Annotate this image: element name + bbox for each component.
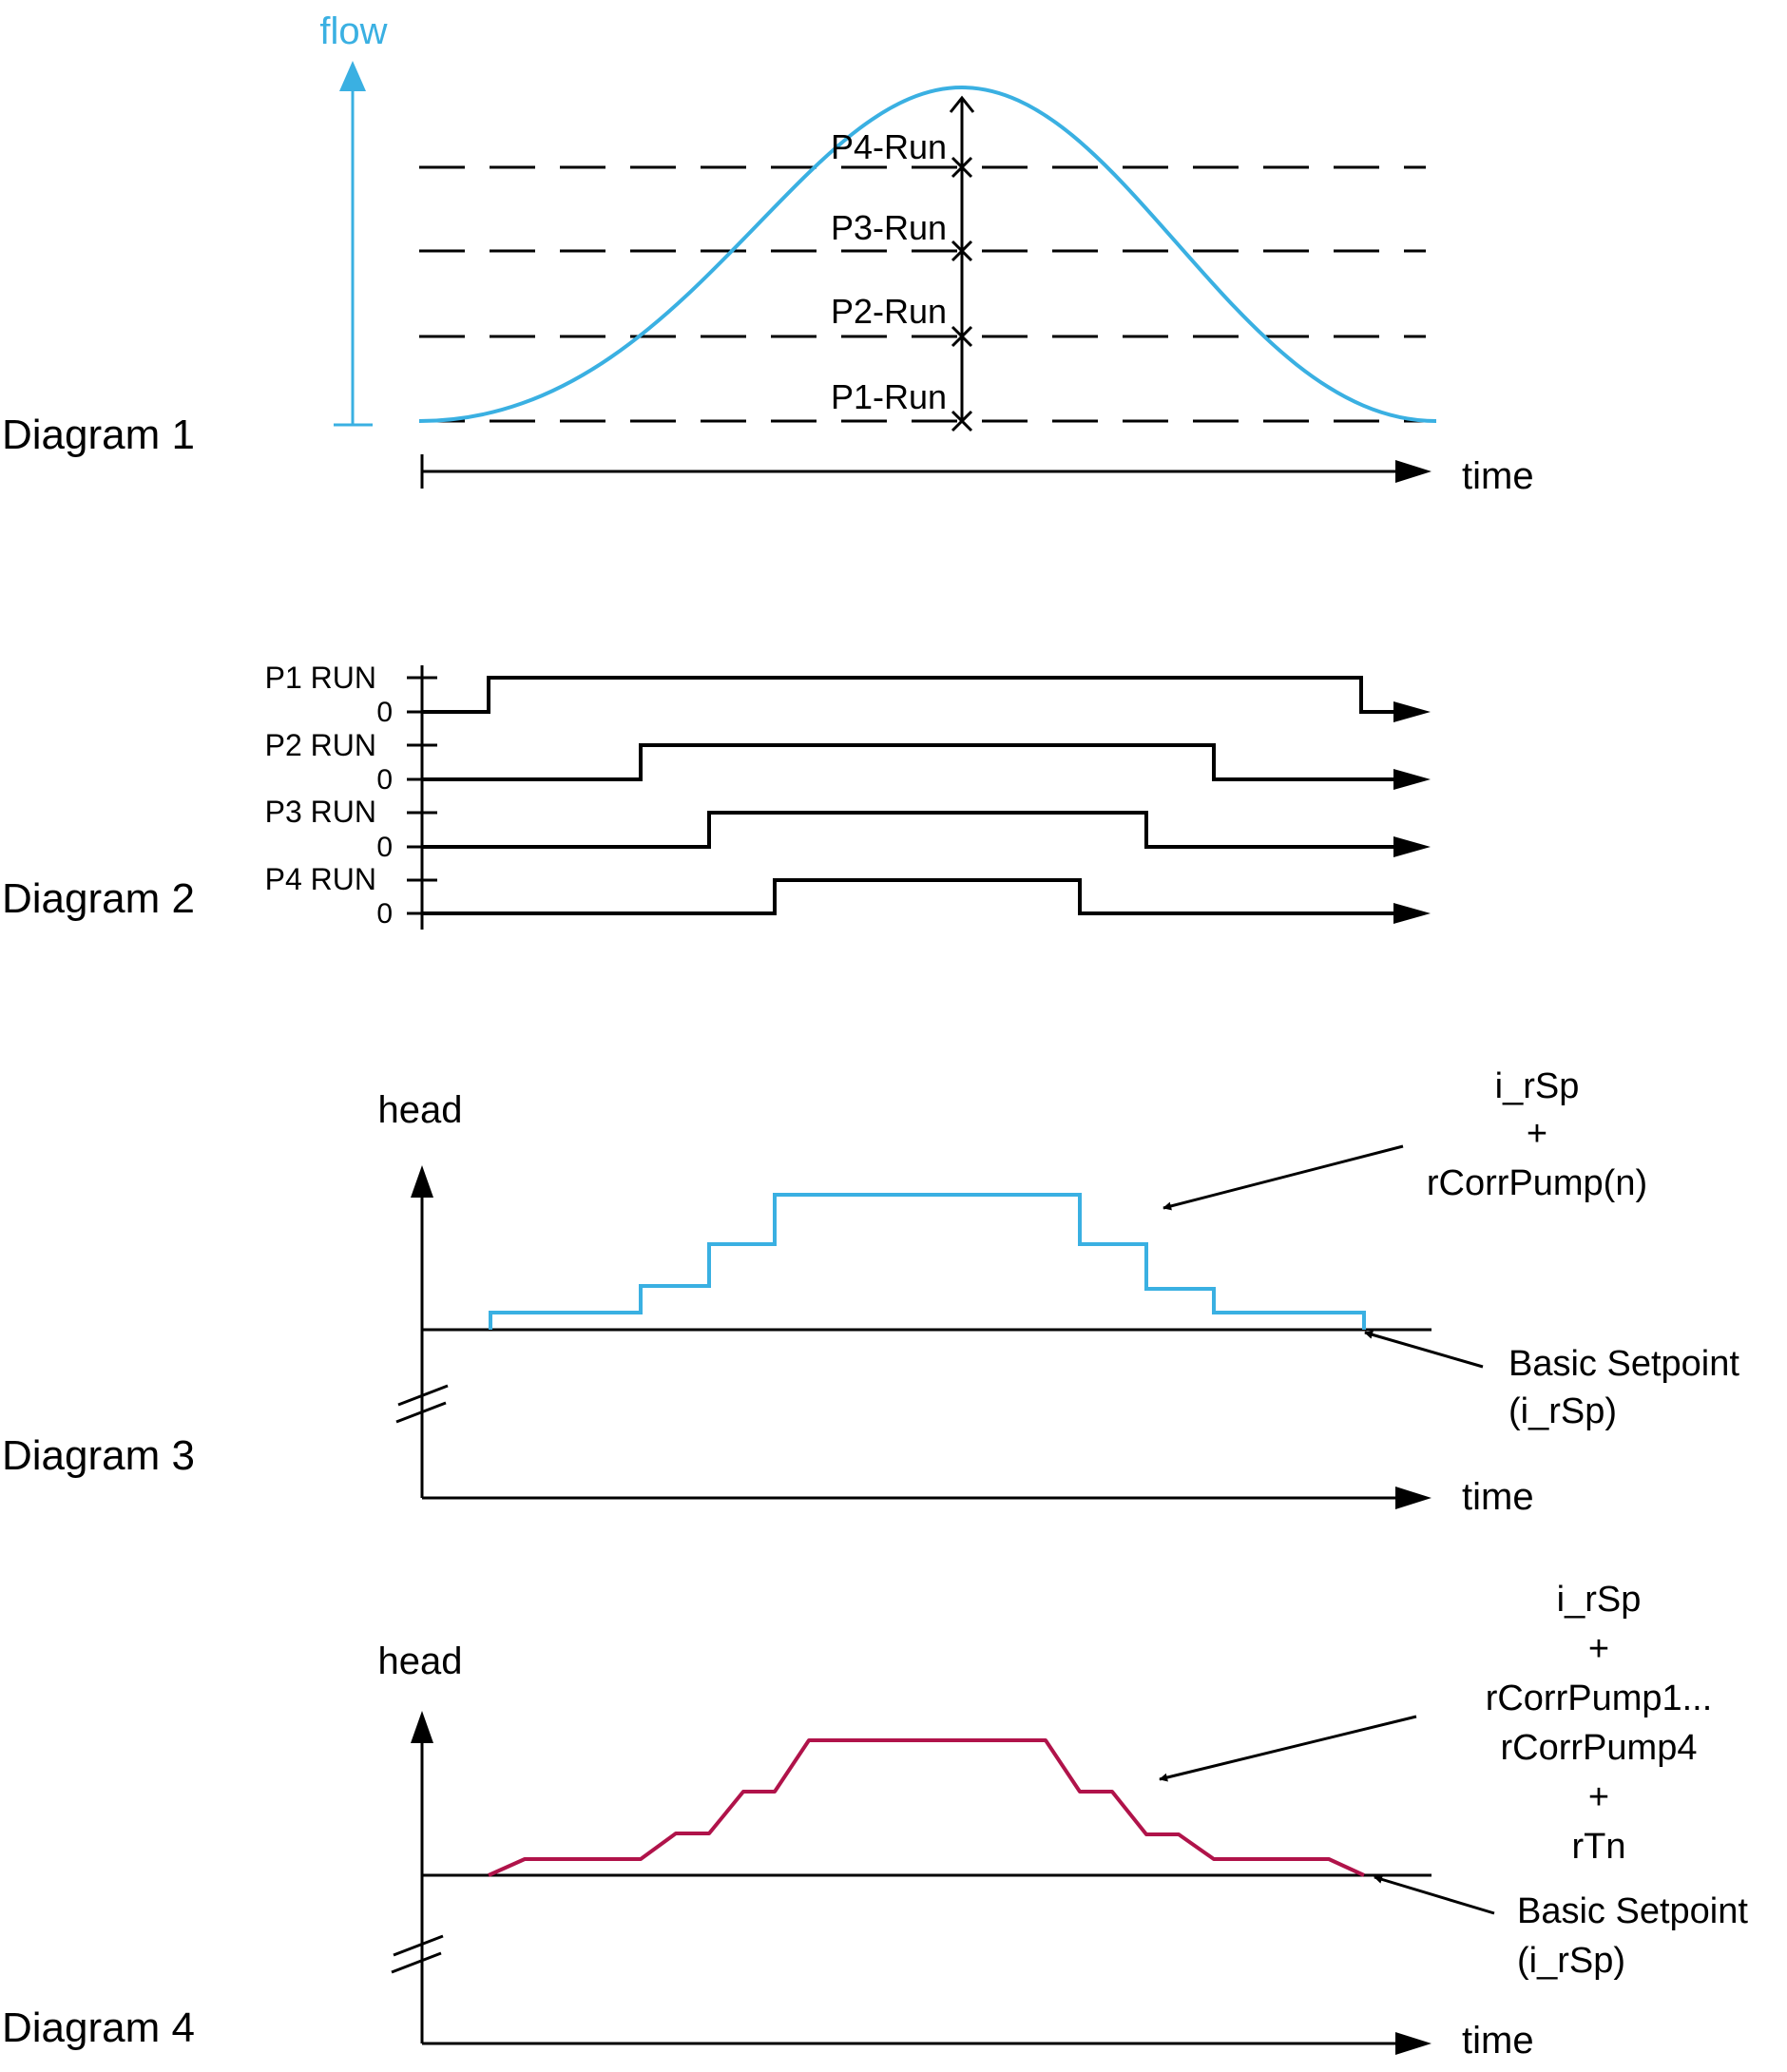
head-axis-label: head bbox=[378, 1640, 463, 1682]
signal-zero-label-p2: 0 bbox=[376, 764, 393, 796]
baseline-annotation-line-2: (i_rSp) bbox=[1508, 1391, 1617, 1431]
curve-annotation-line-3: rCorrPump(n) bbox=[1427, 1163, 1647, 1203]
flow-curve bbox=[418, 85, 1437, 423]
curve-annotation-arrow bbox=[1159, 1715, 1417, 1782]
time-axis-arrowhead bbox=[1395, 1487, 1432, 1509]
flow-axis-label: flow bbox=[319, 10, 387, 52]
time-axis-label: time bbox=[1462, 1476, 1534, 1518]
level-marks bbox=[951, 156, 973, 432]
level-measure-arrowhead bbox=[949, 95, 975, 113]
baseline-annotation-arrow bbox=[1374, 1875, 1495, 1915]
time-axis-arrowhead bbox=[1395, 460, 1432, 483]
run-level-label-p2: P2-Run bbox=[831, 292, 947, 331]
signal-label-p3: P3 RUN bbox=[265, 795, 376, 829]
signal-label-p1: P1 RUN bbox=[265, 661, 376, 695]
curve-annotation-line-6: rTn bbox=[1572, 1827, 1626, 1867]
run-signal-p2 bbox=[422, 743, 1397, 781]
head-setpoint-step-curve bbox=[489, 1193, 1366, 1330]
time-axis-label: time bbox=[1462, 2020, 1534, 2062]
baseline-annotation-line-1: Basic Setpoint bbox=[1517, 1891, 1748, 1931]
diagram-3-title: Diagram 3 bbox=[2, 1432, 195, 1479]
run-signal-p4 bbox=[422, 878, 1397, 915]
signal-zero-label-p1: 0 bbox=[376, 697, 393, 728]
time-axis-label: time bbox=[1462, 455, 1534, 497]
signal-zero-label-p3: 0 bbox=[376, 832, 393, 863]
signal-labels: P1 RUN P2 RUN P3 RUN P4 RUN bbox=[265, 661, 376, 896]
baseline-annotation: Basic Setpoint (i_rSp) bbox=[1517, 1891, 1748, 1981]
diagram-4-title: Diagram 4 bbox=[2, 2005, 195, 2051]
run-signal-p3 bbox=[422, 811, 1397, 849]
run-signal-arrowheads bbox=[1393, 701, 1431, 924]
diagram-2: Diagram 2 P1 RUN P2 RUN P3 RUN P4 RUN 0 … bbox=[2, 661, 1431, 930]
signal-zero-labels: 0 0 0 0 bbox=[376, 697, 393, 930]
signal-label-p2: P2 RUN bbox=[265, 728, 376, 762]
curve-annotation-line-3: rCorrPump1... bbox=[1486, 1679, 1713, 1718]
head-setpoint-ramp-curve bbox=[488, 1738, 1365, 1877]
signal-zero-label-p4: 0 bbox=[376, 898, 393, 930]
signal-label-p4: P4 RUN bbox=[265, 862, 376, 896]
run-level-label-p4: P4-Run bbox=[831, 127, 947, 166]
head-axis-label: head bbox=[378, 1089, 463, 1131]
head-axis-arrowhead bbox=[411, 1711, 433, 1743]
head-axis-arrowhead bbox=[411, 1165, 433, 1198]
time-axis-arrowhead bbox=[1395, 2032, 1432, 2055]
diagram-1: Diagram 1 flow P4-Run P3-Run P2-Run P bbox=[2, 10, 1534, 497]
curve-annotation-arrow bbox=[1163, 1144, 1404, 1211]
diagram-2-title: Diagram 2 bbox=[2, 875, 195, 922]
run-signals bbox=[422, 676, 1397, 915]
curve-annotation-line-4: rCorrPump4 bbox=[1501, 1728, 1698, 1768]
run-level-label-p1: P1-Run bbox=[831, 377, 947, 416]
run-level-label-p3: P3-Run bbox=[831, 208, 947, 247]
curve-annotation-line-1: i_rSp bbox=[1495, 1066, 1580, 1106]
curve-annotation: i_rSp + rCorrPump1... rCorrPump4 + rTn bbox=[1486, 1580, 1713, 1867]
baseline-annotation-line-2: (i_rSp) bbox=[1517, 1941, 1625, 1981]
run-level-labels: P4-Run P3-Run P2-Run P1-Run bbox=[831, 127, 947, 416]
diagram-1-title: Diagram 1 bbox=[2, 412, 195, 458]
baseline-annotation-line-1: Basic Setpoint bbox=[1508, 1344, 1739, 1384]
diagram-3: Diagram 3 head time i_rSp + rCorrPump(n)… bbox=[2, 1066, 1739, 1518]
curve-annotation-line-2: + bbox=[1588, 1629, 1609, 1669]
curve-annotation-line-5: + bbox=[1588, 1777, 1609, 1817]
baseline-annotation-arrow bbox=[1364, 1330, 1484, 1369]
curve-annotation: i_rSp + rCorrPump(n) bbox=[1427, 1066, 1647, 1203]
axis-break-mark bbox=[391, 1934, 444, 1974]
run-signal-p1 bbox=[422, 676, 1397, 714]
curve-annotation-line-2: + bbox=[1527, 1114, 1547, 1154]
baseline-annotation: Basic Setpoint (i_rSp) bbox=[1508, 1344, 1739, 1431]
axis-break-mark bbox=[395, 1384, 449, 1424]
curve-annotation-line-1: i_rSp bbox=[1557, 1580, 1642, 1620]
run-level-lines bbox=[419, 165, 1426, 423]
diagram-4: Diagram 4 head time i_rSp + rCorrPump1..… bbox=[2, 1580, 1748, 2062]
flow-axis-arrowhead bbox=[339, 61, 366, 91]
